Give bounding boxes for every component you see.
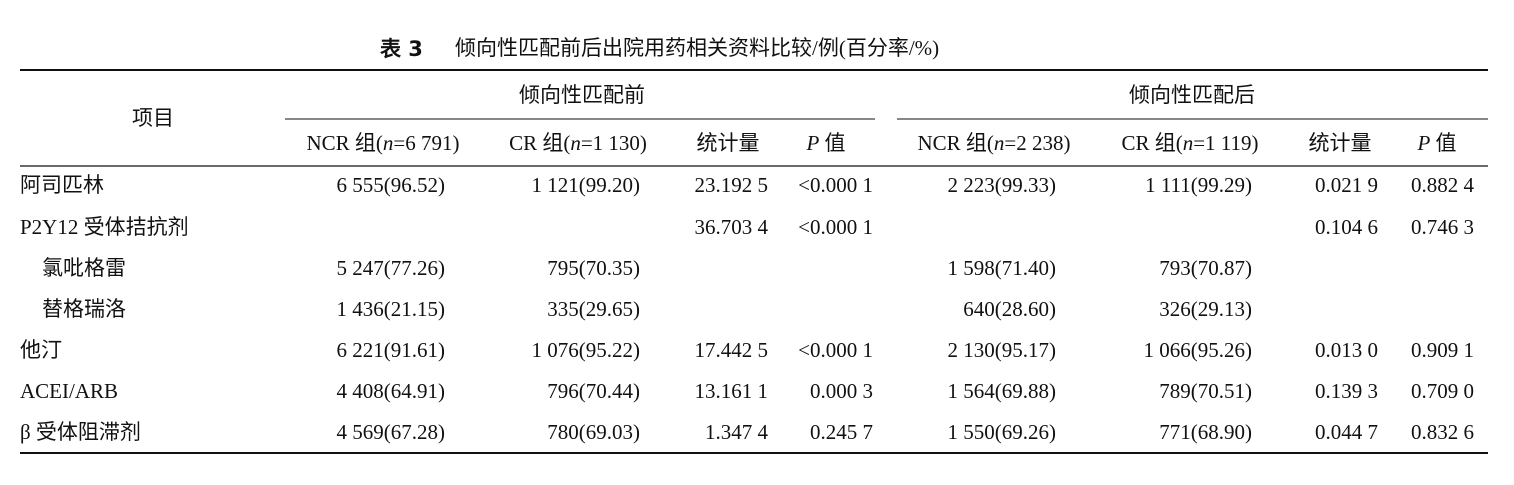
cell: 0.000 3 [810, 379, 873, 403]
cell: 2 130(95.17) [948, 338, 1057, 362]
row-label: 替格瑞洛 [42, 297, 126, 321]
cell: 0.013 0 [1315, 338, 1378, 362]
cell: 780(69.03) [547, 420, 640, 444]
table-label: 表 3 [380, 37, 423, 61]
column-header-part: 统计量 [697, 131, 760, 155]
group-header: 倾向性匹配前 [519, 83, 645, 107]
column-header-part: =6 791) [393, 131, 459, 155]
cell: 1 436(21.15) [337, 297, 446, 321]
column-header-part: CR 组( [1121, 131, 1182, 155]
cell: 640(28.60) [963, 297, 1056, 321]
column-header: CR 组(n=1 119) [1121, 131, 1258, 155]
cell: 1 550(69.26) [948, 420, 1057, 444]
cell: 1 076(95.22) [532, 338, 641, 362]
row-label: 阿司匹林 [20, 173, 104, 197]
cell: 17.442 5 [695, 338, 769, 362]
cell: <0.000 1 [798, 338, 873, 362]
column-header-part: =1 119) [1193, 131, 1258, 155]
row-header: 项目 [132, 106, 174, 130]
column-header: NCR 组(n=2 238) [917, 131, 1070, 155]
cell: 335(29.65) [547, 297, 640, 321]
column-header-part: NCR 组( [917, 131, 993, 155]
table-title: 倾向性匹配前后出院用药相关资料比较/例(百分率/%) [455, 36, 939, 60]
cell: 0.044 7 [1315, 420, 1378, 444]
cell: 0.832 6 [1411, 420, 1474, 444]
cell: 1 598(71.40) [948, 256, 1057, 280]
column-header: NCR 组(n=6 791) [306, 131, 459, 155]
cell: 4 408(64.91) [337, 379, 446, 403]
column-header-part: NCR 组( [306, 131, 382, 155]
cell: 6 555(96.52) [337, 173, 446, 197]
cell: 6 221(91.61) [337, 338, 446, 362]
column-header-part: 值 [1430, 131, 1456, 155]
column-header-part: =2 238) [1004, 131, 1070, 155]
cell: <0.000 1 [798, 173, 873, 197]
cell: 789(70.51) [1159, 379, 1252, 403]
cell: 771(68.90) [1159, 420, 1252, 444]
cell: <0.000 1 [798, 215, 873, 239]
cell: 326(29.13) [1159, 297, 1252, 321]
cell: 0.746 3 [1411, 215, 1474, 239]
cell: 0.245 7 [810, 420, 873, 444]
column-header: P 值 [805, 131, 845, 155]
row-label: P2Y12 受体拮抗剂 [20, 215, 189, 239]
row-label: 他汀 [20, 338, 62, 362]
cell: 1 066(95.26) [1144, 338, 1253, 362]
column-header-part: n [1183, 131, 1194, 155]
cell: 0.709 0 [1411, 379, 1474, 403]
group-header: 倾向性匹配后 [1129, 83, 1255, 107]
cell: 1 121(99.20) [532, 173, 641, 197]
cell: 5 247(77.26) [337, 256, 446, 280]
cell: 1 111(99.29) [1145, 173, 1252, 197]
cell: 0.909 1 [1411, 338, 1474, 362]
cell: 0.139 3 [1315, 379, 1378, 403]
column-header: CR 组(n=1 130) [509, 131, 647, 155]
column-header-part: P [1416, 131, 1430, 155]
cell: 4 569(67.28) [337, 420, 446, 444]
column-header-part: 值 [819, 131, 845, 155]
column-header: 统计量 [697, 131, 760, 155]
column-header-part: P [805, 131, 819, 155]
row-label: β 受体阻滞剂 [20, 420, 141, 444]
cell: 0.021 9 [1315, 173, 1378, 197]
column-header-part: n [383, 131, 394, 155]
cell: 23.192 5 [695, 173, 769, 197]
cell: 2 223(99.33) [948, 173, 1057, 197]
cell: 1.347 4 [705, 420, 769, 444]
column-header-part: =1 130) [581, 131, 647, 155]
column-header-part: n [994, 131, 1005, 155]
cell: 1 564(69.88) [948, 379, 1057, 403]
column-header: 统计量 [1309, 131, 1372, 155]
cell: 36.703 4 [695, 215, 769, 239]
cell: 795(70.35) [547, 256, 640, 280]
cell: 0.882 4 [1411, 173, 1475, 197]
cell: 796(70.44) [547, 379, 640, 403]
cell: 13.161 1 [695, 379, 769, 403]
column-header: P 值 [1416, 131, 1456, 155]
row-label: 氯吡格雷 [42, 256, 126, 280]
row-label: ACEI/ARB [20, 379, 118, 403]
column-header-part: 统计量 [1309, 131, 1372, 155]
column-header-part: n [570, 131, 581, 155]
column-header-part: CR 组( [509, 131, 570, 155]
cell: 0.104 6 [1315, 215, 1378, 239]
cell: 793(70.87) [1159, 256, 1252, 280]
